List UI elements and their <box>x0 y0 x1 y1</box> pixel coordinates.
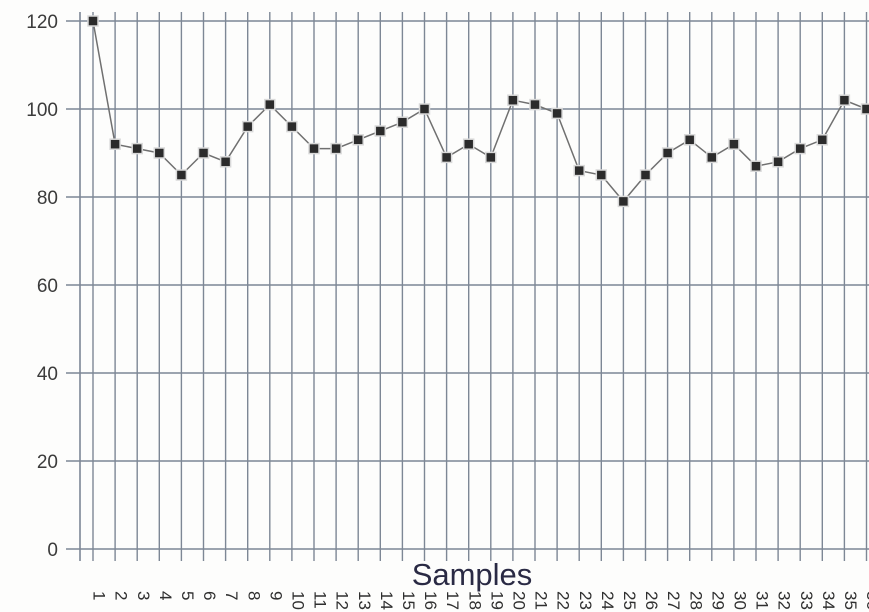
data-point <box>131 142 143 155</box>
data-point <box>529 98 541 111</box>
data-point <box>87 15 99 27</box>
x-tick-label: 31 <box>753 591 772 610</box>
x-tick-label: 24 <box>598 591 617 610</box>
data-point <box>639 169 652 181</box>
series-line <box>92 20 869 203</box>
data-point <box>838 94 851 106</box>
x-tick-label: 32 <box>775 591 794 610</box>
y-tick-label: 0 <box>47 540 58 561</box>
x-tick-label: 27 <box>664 591 683 610</box>
x-tick-label: 6 <box>200 591 219 600</box>
x-tick-label: 21 <box>532 591 551 610</box>
x-tick-label: 7 <box>222 591 241 600</box>
x-tick-label: 16 <box>421 591 440 610</box>
x-tick-label: 34 <box>819 591 838 610</box>
data-point <box>264 98 276 111</box>
x-tick-label: 30 <box>730 591 749 610</box>
data-point <box>683 134 696 146</box>
y-tick-label: 20 <box>37 452 58 473</box>
data-point <box>219 156 232 168</box>
x-tick-label: 26 <box>642 591 661 610</box>
data-point <box>794 142 806 155</box>
data-point <box>617 195 630 208</box>
data-point <box>374 125 387 137</box>
x-tick-label: 3 <box>134 591 153 600</box>
data-point <box>197 147 210 159</box>
data-point <box>661 147 674 159</box>
series-layer <box>87 15 869 208</box>
x-tick-label: 22 <box>554 591 573 610</box>
x-tick-label: 15 <box>399 591 418 610</box>
y-tick-label: 100 <box>26 100 58 121</box>
x-tick-label: 23 <box>576 591 595 610</box>
data-point <box>440 151 453 164</box>
data-point <box>153 147 166 159</box>
data-point <box>816 134 829 146</box>
data-point <box>485 151 497 164</box>
data-point <box>860 103 869 115</box>
x-tick-label: 18 <box>465 591 484 610</box>
x-tick-label: 2 <box>112 591 131 600</box>
x-tick-label: 1 <box>90 591 109 600</box>
x-tick-label: 17 <box>443 591 462 610</box>
data-point <box>352 134 364 146</box>
x-tick-label: 19 <box>487 591 506 610</box>
data-point <box>728 138 740 150</box>
data-point <box>418 103 431 115</box>
x-tick-label: 35 <box>841 591 860 610</box>
x-tick-label: 29 <box>708 591 727 610</box>
data-point <box>175 169 188 181</box>
data-point <box>750 160 762 172</box>
x-tick-label: 28 <box>686 591 705 610</box>
data-point <box>551 107 563 120</box>
x-tick-label: 5 <box>178 591 197 600</box>
data-point <box>507 94 519 106</box>
x-tick-label: 20 <box>509 591 528 610</box>
data-point <box>109 138 121 150</box>
x-tick-label: 36 <box>863 591 869 610</box>
data-point <box>308 142 320 155</box>
x-tick-label: 25 <box>620 591 639 610</box>
x-tick-label: 14 <box>377 591 396 610</box>
data-point <box>286 120 298 133</box>
data-point <box>462 138 475 150</box>
x-tick-label: 10 <box>288 591 307 610</box>
x-axis-title: Samples <box>412 557 533 592</box>
data-point <box>772 156 784 168</box>
y-tick-label: 60 <box>37 276 58 297</box>
grid-layer <box>66 12 869 561</box>
x-tick-label: 11 <box>311 591 330 609</box>
data-point <box>330 142 342 155</box>
x-tick-label: 33 <box>797 591 816 610</box>
data-point <box>706 151 718 164</box>
x-tick-label: 12 <box>333 591 352 610</box>
x-tick-label: 4 <box>156 591 175 600</box>
y-tick-label: 120 <box>26 12 58 33</box>
x-tick-label: 13 <box>355 591 374 610</box>
x-tick-label: 9 <box>266 591 285 600</box>
data-point <box>595 169 608 181</box>
data-point <box>241 120 254 133</box>
data-point <box>396 116 409 128</box>
y-tick-label: 80 <box>37 188 58 209</box>
y-tick-label: 40 <box>37 364 58 385</box>
x-tick-label: 8 <box>244 591 263 600</box>
data-point <box>573 164 585 177</box>
